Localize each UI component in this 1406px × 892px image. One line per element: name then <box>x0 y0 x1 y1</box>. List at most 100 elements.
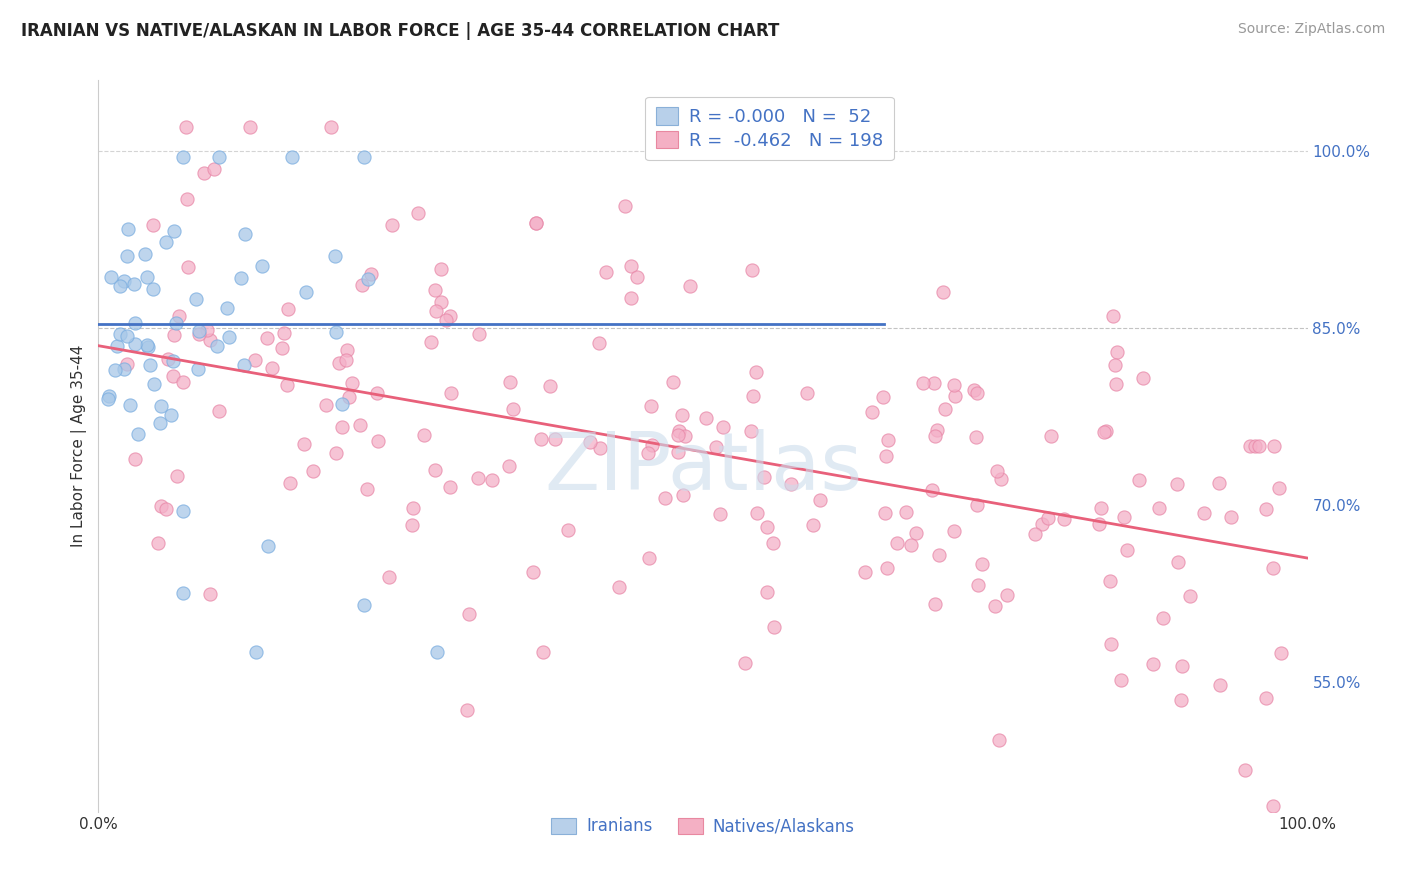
Point <box>162 368 184 383</box>
Point <box>142 219 165 233</box>
Point <box>245 645 267 659</box>
Point <box>638 551 661 566</box>
Point <box>896 505 918 519</box>
Point <box>337 390 360 404</box>
Point <box>202 161 225 176</box>
Point <box>146 536 169 550</box>
Point <box>1166 476 1188 491</box>
Point <box>163 328 186 343</box>
Point <box>319 120 342 135</box>
Point <box>233 358 256 372</box>
Point <box>943 389 966 403</box>
Point <box>1102 310 1125 324</box>
Point <box>378 570 401 584</box>
Point <box>349 417 371 432</box>
Point <box>292 436 315 450</box>
Point <box>995 588 1018 602</box>
Point <box>1116 543 1139 558</box>
Point <box>711 420 734 434</box>
Point <box>966 578 988 592</box>
Point <box>531 645 554 659</box>
Point <box>100 269 122 284</box>
Point <box>176 192 198 206</box>
Point <box>756 585 779 599</box>
Point <box>187 327 209 342</box>
Point <box>673 429 696 443</box>
Point <box>1208 475 1230 490</box>
Point <box>498 458 520 473</box>
Point <box>198 334 221 348</box>
Point <box>124 336 146 351</box>
Point <box>626 269 648 284</box>
Point <box>1219 510 1241 524</box>
Point <box>340 376 363 390</box>
Point <box>117 222 139 236</box>
Point <box>990 472 1012 486</box>
Point <box>741 263 763 277</box>
Point <box>1031 516 1053 531</box>
Point <box>620 291 643 305</box>
Point <box>186 361 208 376</box>
Point <box>588 335 610 350</box>
Point <box>538 378 561 392</box>
Point <box>1053 512 1076 526</box>
Point <box>662 376 685 390</box>
Point <box>162 224 184 238</box>
Point <box>965 430 987 444</box>
Point <box>207 339 229 353</box>
Point <box>1239 439 1261 453</box>
Point <box>640 399 662 413</box>
Point <box>637 446 659 460</box>
Point <box>614 199 637 213</box>
Point <box>589 441 612 455</box>
Text: Source: ZipAtlas.com: Source: ZipAtlas.com <box>1237 22 1385 37</box>
Point <box>1147 500 1170 515</box>
Point <box>524 216 547 230</box>
Point <box>741 389 763 403</box>
Point <box>456 703 478 717</box>
Point <box>208 150 231 164</box>
Point <box>522 565 544 579</box>
Point <box>273 326 295 340</box>
Point <box>439 480 461 494</box>
Point <box>987 733 1010 747</box>
Point <box>195 323 218 337</box>
Point <box>439 310 461 324</box>
Point <box>124 316 146 330</box>
Y-axis label: In Labor Force | Age 35-44: In Labor Force | Age 35-44 <box>72 345 87 547</box>
Point <box>112 361 135 376</box>
Point <box>218 329 240 343</box>
Point <box>641 438 664 452</box>
Point <box>740 425 762 439</box>
Point <box>921 483 943 497</box>
Point <box>430 261 453 276</box>
Point <box>350 278 373 293</box>
Point <box>695 411 717 425</box>
Point <box>110 326 132 341</box>
Point <box>524 216 547 230</box>
Point <box>966 385 988 400</box>
Point <box>276 378 298 392</box>
Point <box>499 375 522 389</box>
Point <box>468 326 491 341</box>
Point <box>875 449 897 463</box>
Point <box>1170 693 1192 707</box>
Point <box>162 354 184 368</box>
Point <box>193 166 215 180</box>
Point <box>172 375 194 389</box>
Point <box>260 361 283 376</box>
Point <box>104 363 127 377</box>
Point <box>330 397 353 411</box>
Point <box>1128 473 1150 487</box>
Point <box>678 279 700 293</box>
Point <box>149 499 172 513</box>
Point <box>886 536 908 550</box>
Point <box>1234 763 1257 777</box>
Point <box>110 279 132 293</box>
Point <box>934 401 956 416</box>
Point <box>762 535 785 549</box>
Point <box>709 507 731 521</box>
Point <box>172 504 194 518</box>
Point <box>734 656 756 670</box>
Point <box>671 409 693 423</box>
